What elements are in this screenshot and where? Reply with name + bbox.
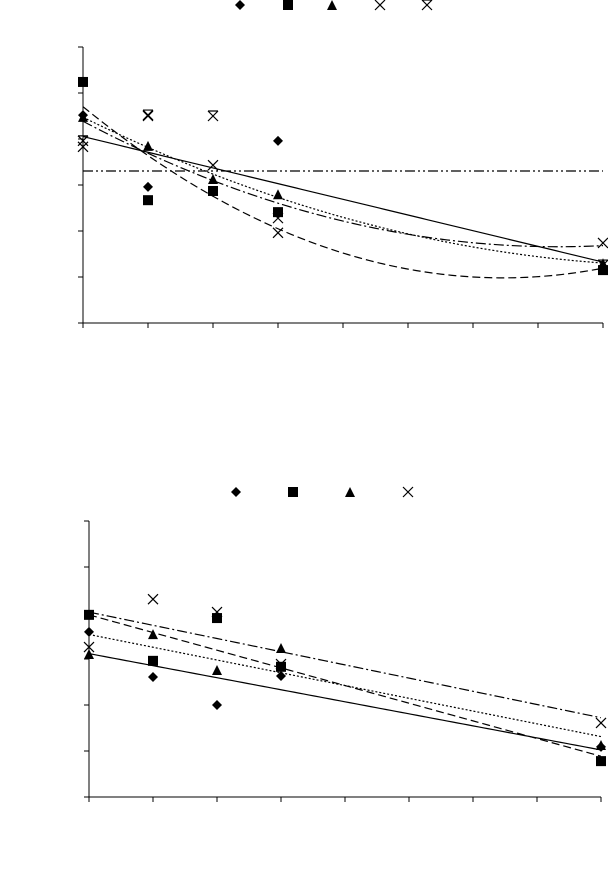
marker bbox=[276, 671, 286, 682]
marker bbox=[143, 181, 153, 192]
marker bbox=[142, 110, 154, 122]
marker bbox=[597, 259, 608, 271]
marker bbox=[148, 671, 158, 682]
marker bbox=[212, 700, 222, 710]
marker bbox=[275, 658, 287, 670]
marker bbox=[595, 717, 607, 729]
marker bbox=[212, 613, 222, 624]
marker bbox=[598, 265, 608, 276]
legend-marker bbox=[327, 0, 337, 10]
legend-marker bbox=[402, 486, 414, 498]
marker bbox=[148, 655, 158, 666]
legend-marker bbox=[283, 0, 293, 10]
marker bbox=[276, 642, 286, 653]
trendline bbox=[83, 120, 603, 248]
trendline bbox=[89, 611, 601, 719]
marker bbox=[143, 195, 153, 206]
marker bbox=[78, 111, 88, 122]
trendline bbox=[89, 653, 601, 751]
marker bbox=[83, 641, 95, 653]
legend-marker bbox=[345, 487, 355, 497]
marker bbox=[273, 135, 283, 146]
trendline bbox=[83, 135, 603, 263]
marker bbox=[78, 76, 88, 87]
marker bbox=[276, 661, 286, 672]
marker bbox=[148, 629, 158, 640]
marker bbox=[596, 740, 606, 751]
marker bbox=[212, 665, 222, 676]
marker bbox=[273, 189, 283, 200]
legend-marker bbox=[231, 487, 241, 497]
marker bbox=[84, 626, 94, 637]
legend-marker bbox=[235, 0, 245, 10]
trendline bbox=[89, 633, 601, 738]
marker bbox=[142, 109, 154, 121]
marker bbox=[598, 258, 608, 269]
trendline bbox=[83, 116, 603, 264]
marker bbox=[84, 648, 94, 659]
marker bbox=[596, 756, 606, 767]
marker bbox=[597, 237, 608, 249]
legend-marker bbox=[421, 0, 433, 11]
marker bbox=[207, 159, 219, 171]
legend-marker bbox=[288, 487, 298, 497]
marker bbox=[208, 185, 218, 196]
marker bbox=[77, 135, 89, 147]
marker bbox=[143, 140, 153, 151]
marker bbox=[207, 110, 219, 122]
legend-marker bbox=[374, 0, 386, 11]
marker bbox=[147, 593, 159, 605]
trendline bbox=[83, 106, 603, 279]
marker bbox=[84, 609, 94, 620]
marker bbox=[211, 606, 223, 618]
marker bbox=[272, 227, 284, 239]
marker bbox=[272, 212, 284, 224]
marker bbox=[273, 207, 283, 218]
